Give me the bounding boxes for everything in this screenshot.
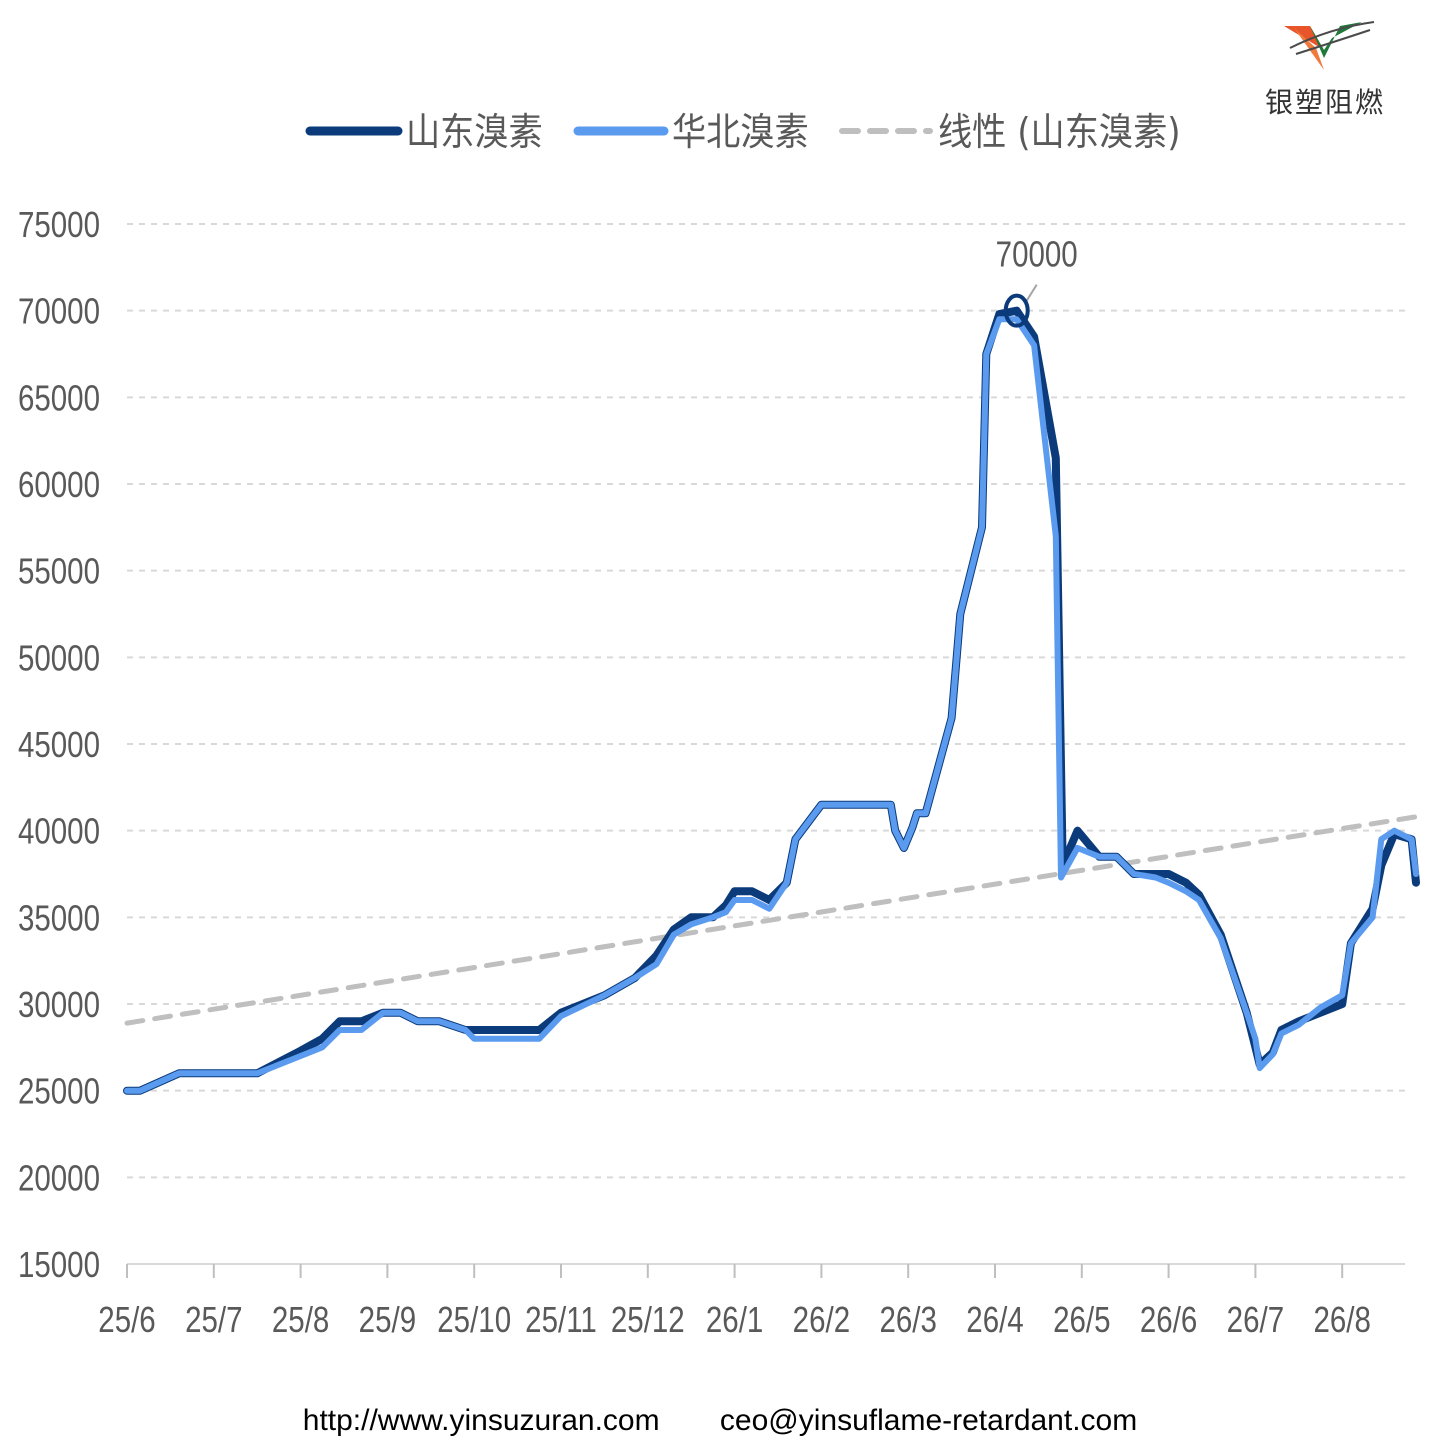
y-tick-label: 40000 <box>18 811 100 851</box>
y-axis-ticks: 15000 20000 25000 30000 35000 40000 45000 50000… <box>18 204 100 1284</box>
x-tick-label: 25/6 <box>98 1299 155 1339</box>
annotation-leader <box>1025 284 1038 302</box>
y-tick-label: 75000 <box>18 204 100 244</box>
annotation-marker <box>1003 293 1030 328</box>
x-tick-label: 26/1 <box>706 1299 763 1339</box>
x-tick-label: 26/6 <box>1140 1299 1197 1339</box>
y-tick-label: 15000 <box>18 1244 100 1284</box>
series-line-2 <box>124 316 1419 1094</box>
x-tick-label: 25/10 <box>437 1299 511 1339</box>
peak-annotation: 70000 <box>996 234 1078 328</box>
y-tick-label: 20000 <box>18 1158 100 1198</box>
series-line-1 <box>123 306 1420 1095</box>
legend-label: 山东溴素 <box>406 109 543 154</box>
y-tick-label: 60000 <box>18 464 100 504</box>
x-axis: 25/6 25/7 25/8 25/9 25/10 25/11 25/12 26/1 26/2 2… <box>98 1263 1405 1340</box>
x-tick-label: 26/7 <box>1227 1299 1284 1339</box>
x-tick-label: 26/3 <box>879 1299 936 1339</box>
x-tick-label: 25/9 <box>359 1299 416 1339</box>
annotation-label: 70000 <box>996 234 1078 274</box>
y-tick-label: 25000 <box>18 1071 100 1111</box>
x-tick-label: 25/12 <box>611 1299 685 1339</box>
trendline <box>124 814 1419 1026</box>
v-swoosh-logo-icon <box>1284 21 1375 70</box>
x-tick-label: 26/5 <box>1053 1299 1110 1339</box>
y-tick-label: 30000 <box>18 984 100 1024</box>
logo-text: 银塑阻燃 <box>1264 86 1385 119</box>
legend-label: 线性 (山东溴素) <box>938 109 1181 154</box>
footer: http://www.yinsuzuran.com ceo@yinsuflame… <box>0 1404 1440 1438</box>
email-link[interactable]: ceo@yinsuflame-retardant.com <box>719 1404 1138 1437</box>
x-tick-label: 26/2 <box>793 1299 850 1339</box>
legend-label: 华北溴素 <box>672 109 809 154</box>
series-lines <box>123 306 1420 1095</box>
gridlines <box>127 223 1405 1179</box>
y-tick-label: 55000 <box>18 551 100 591</box>
x-tick-label: 26/8 <box>1313 1299 1370 1339</box>
x-tick-label: 25/8 <box>272 1299 329 1339</box>
website-link[interactable]: http://www.yinsuzuran.com <box>302 1404 660 1437</box>
y-tick-label: 70000 <box>18 291 100 331</box>
x-tick-label: 26/4 <box>966 1299 1023 1339</box>
logo: 银塑阻燃 <box>1250 18 1400 121</box>
y-tick-label: 50000 <box>18 638 100 678</box>
y-tick-label: 45000 <box>18 724 100 764</box>
x-tick-label: 25/11 <box>525 1299 597 1339</box>
y-tick-label: 65000 <box>18 378 100 418</box>
x-tick-label: 25/7 <box>185 1299 242 1339</box>
y-tick-label: 35000 <box>18 898 100 938</box>
legend: 山东溴素 华北溴素 线性 (山东溴素) <box>305 109 1181 154</box>
